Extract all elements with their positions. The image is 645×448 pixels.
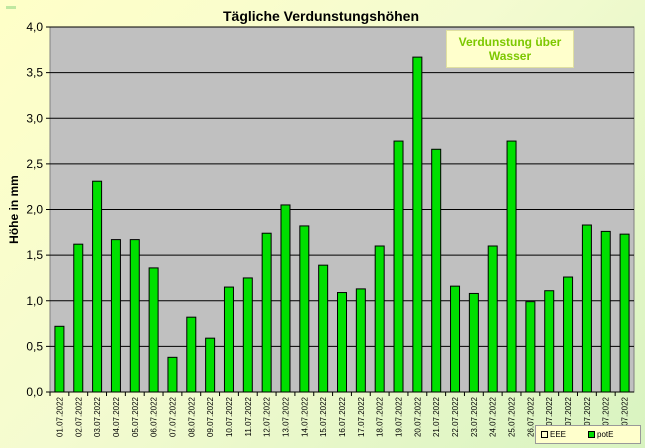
x-tick-label: 07.07.2022 bbox=[168, 396, 177, 437]
bar-04.07.2022 bbox=[110, 239, 121, 393]
x-tick-label: 01.07.2022 bbox=[55, 396, 64, 437]
x-tick-label: 02.07.2022 bbox=[74, 396, 83, 437]
bar-25.07.2022 bbox=[506, 140, 517, 393]
bar-17.07.2022 bbox=[355, 288, 366, 393]
bar-27.07.2022 bbox=[544, 290, 555, 393]
bar-02.07.2022 bbox=[73, 243, 84, 393]
y-tick-label: 1,5 bbox=[26, 248, 43, 262]
x-tick-label: 16.07.2022 bbox=[338, 396, 347, 437]
chart-legend: EEE potE bbox=[535, 425, 641, 444]
x-tick-label: 12.07.2022 bbox=[263, 396, 272, 437]
legend-swatch-eee bbox=[541, 431, 548, 438]
x-tick-label: 23.07.2022 bbox=[470, 396, 479, 437]
legend-swatch-pote bbox=[588, 431, 596, 438]
x-tick-label: 05.07.2022 bbox=[131, 396, 140, 437]
chart-title: Tägliche Verdunstungshöhen bbox=[223, 8, 419, 24]
x-tick-label: 08.07.2022 bbox=[187, 396, 196, 437]
x-tick-label: 13.07.2022 bbox=[281, 396, 290, 437]
bar-11.07.2022 bbox=[242, 277, 253, 393]
legend-label-pote: potE bbox=[597, 430, 614, 439]
x-tick-label: 15.07.2022 bbox=[319, 396, 328, 437]
bar-24.07.2022 bbox=[487, 245, 498, 393]
bar-16.07.2022 bbox=[337, 292, 347, 393]
x-tick-label: 11.07.2022 bbox=[244, 396, 253, 436]
bar-18.07.2022 bbox=[374, 245, 385, 393]
x-tick-label: 29.07.2022 bbox=[583, 396, 592, 437]
x-tick-label: 14.07.2022 bbox=[300, 396, 309, 437]
bar-28.07.2022 bbox=[563, 276, 574, 393]
x-tick-label: 18.07.2022 bbox=[376, 396, 385, 437]
corner-mark bbox=[6, 6, 16, 9]
x-axis-ticks: 01.07.2022 02.07.2022 03.07.2022 04.07.2022… bbox=[49, 392, 630, 437]
y-tick-label: 2,5 bbox=[26, 157, 43, 171]
x-tick-label: 24.07.2022 bbox=[489, 396, 498, 437]
bar-07.07.2022 bbox=[167, 356, 178, 393]
bar-06.07.2022 bbox=[148, 267, 159, 393]
bar-08.07.2022 bbox=[186, 316, 197, 393]
x-tick-label: 21.07.2022 bbox=[432, 396, 441, 437]
bar-30.07.2022 bbox=[600, 230, 611, 393]
y-tick-label: 2,0 bbox=[26, 203, 43, 217]
bar-29.07.2022 bbox=[581, 224, 592, 393]
x-tick-label: 19.07.2022 bbox=[395, 396, 404, 437]
bar-23.07.2022 bbox=[468, 292, 479, 393]
y-tick-label: 1,0 bbox=[26, 294, 43, 308]
x-tick-label: 30.07.2022 bbox=[602, 396, 611, 437]
bar-03.07.2022 bbox=[92, 180, 103, 393]
y-tick-label: 0,5 bbox=[26, 339, 43, 353]
x-tick-label: 27.07.2022 bbox=[545, 396, 554, 437]
x-tick-label: 06.07.2022 bbox=[150, 396, 159, 437]
bar-15.07.2022 bbox=[318, 264, 329, 393]
x-tick-label: 09.07.2022 bbox=[206, 396, 215, 437]
legend-item-pote: potE bbox=[588, 430, 613, 439]
x-tick-label: 25.07.2022 bbox=[508, 396, 517, 437]
bar-01.07.2022 bbox=[54, 325, 65, 393]
bar-21.07.2022 bbox=[431, 148, 442, 393]
bar-14.07.2022 bbox=[299, 225, 310, 393]
legend-item-eee: EEE bbox=[541, 430, 566, 439]
x-tick-label: 22.07.2022 bbox=[451, 396, 460, 437]
x-tick-label: 03.07.2022 bbox=[93, 396, 102, 437]
y-tick-label: 0,0 bbox=[26, 385, 43, 399]
bar-31.07.2022 bbox=[619, 233, 630, 393]
x-tick-label: 26.07.2022 bbox=[526, 396, 535, 437]
bar-20.07.2022 bbox=[412, 56, 423, 393]
bar-22.07.2022 bbox=[450, 285, 461, 393]
chart-annotation: Verdunstung über Wasser bbox=[446, 30, 574, 68]
legend-label-eee: EEE bbox=[550, 430, 567, 439]
bar-19.07.2022 bbox=[393, 140, 404, 393]
bar-05.07.2022 bbox=[129, 239, 140, 393]
bar-10.07.2022 bbox=[223, 286, 234, 393]
y-axis-ticks: 0,0 0,5 1,0 1,5 2,0 2,5 3,0 3,5 4,0 bbox=[26, 20, 50, 399]
gridlines bbox=[50, 26, 634, 393]
bar-12.07.2022 bbox=[261, 232, 272, 393]
x-tick-label: 17.07.2022 bbox=[357, 396, 366, 437]
x-tick-label: 31.07.2022 bbox=[621, 396, 630, 437]
bar-26.07.2022 bbox=[525, 301, 536, 393]
x-tick-label: 04.07.2022 bbox=[112, 396, 121, 437]
bar-13.07.2022 bbox=[280, 204, 291, 393]
y-tick-label: 3,5 bbox=[26, 66, 43, 80]
x-tick-label: 10.07.2022 bbox=[225, 396, 234, 437]
x-tick-label: 28.07.2022 bbox=[564, 396, 573, 437]
y-tick-label: 4,0 bbox=[26, 20, 43, 34]
bar-09.07.2022 bbox=[205, 337, 216, 393]
bars bbox=[54, 56, 630, 393]
y-tick-label: 3,0 bbox=[26, 111, 43, 125]
y-axis-label: Höhe in mm bbox=[7, 175, 21, 244]
x-tick-label: 20.07.2022 bbox=[413, 396, 422, 437]
